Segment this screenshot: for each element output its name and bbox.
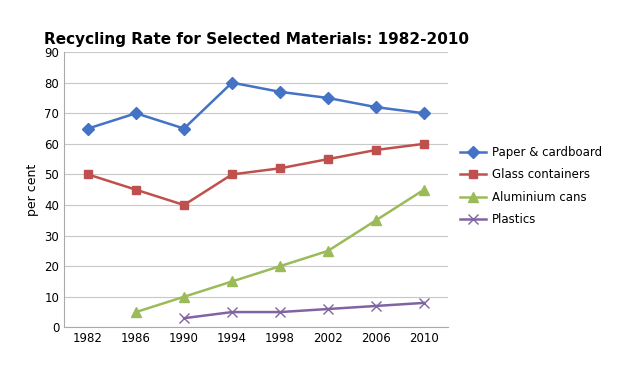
Aluminium cans — [228, 279, 236, 284]
Glass containers — [372, 148, 380, 152]
Glass containers — [228, 172, 236, 177]
Paper & cardboard — [228, 80, 236, 85]
Paper & cardboard — [276, 90, 284, 94]
Legend: Paper & cardboard, Glass containers, Aluminium cans, Plastics: Paper & cardboard, Glass containers, Alu… — [460, 146, 602, 226]
Aluminium cans — [132, 310, 140, 314]
Aluminium cans — [372, 218, 380, 222]
Aluminium cans — [276, 264, 284, 269]
Glass containers — [420, 142, 428, 146]
Line: Plastics: Plastics — [179, 298, 429, 323]
Plastics — [180, 316, 188, 320]
Y-axis label: per cent: per cent — [26, 164, 38, 216]
Plastics — [324, 307, 332, 311]
Plastics — [228, 310, 236, 314]
Glass containers — [180, 203, 188, 207]
Title: Recycling Rate for Selected Materials: 1982-2010: Recycling Rate for Selected Materials: 1… — [44, 32, 468, 47]
Plastics — [276, 310, 284, 314]
Plastics — [420, 301, 428, 305]
Aluminium cans — [180, 295, 188, 299]
Aluminium cans — [420, 187, 428, 192]
Line: Aluminium cans: Aluminium cans — [131, 185, 429, 317]
Glass containers — [84, 172, 92, 177]
Paper & cardboard — [132, 111, 140, 115]
Paper & cardboard — [180, 126, 188, 131]
Paper & cardboard — [84, 126, 92, 131]
Line: Glass containers: Glass containers — [84, 140, 428, 209]
Glass containers — [132, 187, 140, 192]
Paper & cardboard — [372, 105, 380, 109]
Line: Paper & cardboard: Paper & cardboard — [84, 78, 428, 133]
Paper & cardboard — [420, 111, 428, 115]
Paper & cardboard — [324, 96, 332, 100]
Glass containers — [276, 166, 284, 170]
Glass containers — [324, 157, 332, 161]
Aluminium cans — [324, 248, 332, 253]
Plastics — [372, 304, 380, 308]
